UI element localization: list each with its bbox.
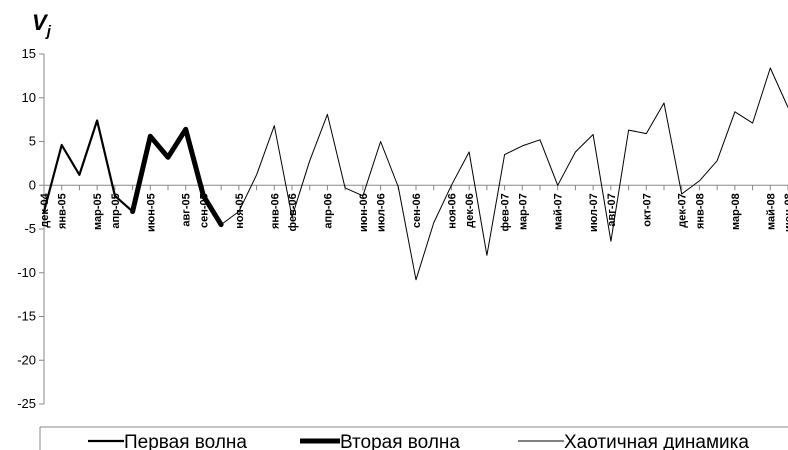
x-tick-label: июл-07 — [588, 193, 600, 232]
y-tick-label: -20 — [17, 352, 36, 367]
x-tick-label: апр-06 — [322, 193, 334, 228]
x-tick-label: янв-05 — [57, 193, 69, 229]
x-tick-label: дек-07 — [677, 193, 689, 228]
x-tick-label: июн-06 — [358, 193, 370, 232]
legend-label-3: Хаотичная динамика — [564, 432, 749, 450]
x-tick-label: июн-05 — [145, 193, 157, 232]
series-line-1 — [42, 119, 134, 213]
y-axis-label-subscript: j — [45, 23, 52, 40]
x-tick-label: июн-08 — [783, 193, 788, 232]
plot-area — [42, 67, 788, 281]
x-tick-label: мар-07 — [517, 193, 529, 230]
x-tick-label: мар-08 — [730, 193, 742, 230]
x-tick-label: авг-05 — [181, 193, 193, 226]
x-tick-label: дек-06 — [464, 193, 476, 228]
x-tick-label: фев-07 — [500, 193, 512, 231]
y-tick-label: -10 — [17, 265, 36, 280]
y-tick-label: 0 — [29, 177, 36, 192]
x-tick-label: сен-06 — [411, 193, 423, 228]
y-tick-label: 5 — [29, 134, 36, 149]
legend: Первая волна Вторая волна Хаотичная динами… — [39, 426, 788, 450]
x-tick-label: ноя-05 — [234, 193, 246, 229]
y-tick-label: 10 — [22, 90, 36, 105]
series-line-2 — [130, 126, 224, 228]
legend-label-2: Вторая волна — [340, 432, 460, 450]
x-tick-label: май-07 — [553, 193, 565, 230]
x-tick-label: июл-06 — [376, 193, 388, 232]
y-tick-label: -15 — [17, 309, 36, 324]
x-tick-label: окт-07 — [641, 193, 653, 227]
x-tick-label: янв-06 — [269, 193, 281, 229]
legend-label-1: Первая волна — [124, 432, 247, 450]
x-tick-label: май-08 — [765, 193, 777, 230]
y-tick-label: -25 — [17, 396, 36, 411]
x-tick-label: мар-05 — [92, 193, 104, 230]
y-tick-label: 15 — [22, 46, 36, 61]
series-line-3 — [220, 67, 788, 281]
y-tick-label: -5 — [24, 221, 36, 236]
x-axis: дек-04 янв-05 мар-05 апр-05 июн-05 авг-05 сен-… — [39, 184, 788, 232]
x-tick-label: апр-05 — [110, 193, 122, 228]
y-axis-label: Vj — [32, 10, 52, 40]
y-axis: 15 10 5 0 -5 -10 -15 -20 -25 — [17, 46, 45, 411]
x-tick-label: янв-08 — [694, 193, 706, 229]
x-tick-label: ноя-06 — [446, 193, 458, 229]
